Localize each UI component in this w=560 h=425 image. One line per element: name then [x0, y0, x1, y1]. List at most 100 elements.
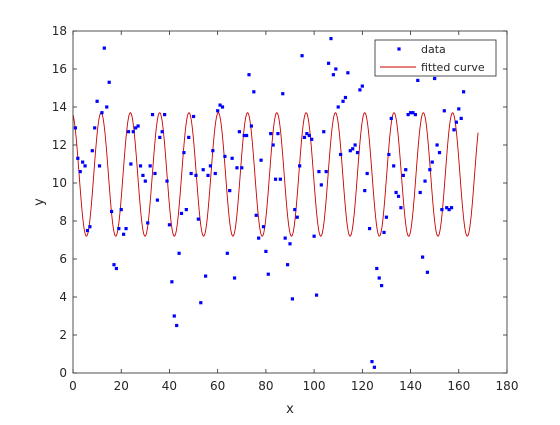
- data-point: [360, 84, 364, 88]
- data-point: [389, 116, 393, 120]
- data-point: [276, 132, 280, 136]
- data-point: [97, 164, 102, 168]
- data-point: [93, 126, 97, 130]
- data-point: [307, 133, 311, 138]
- data-point: [452, 128, 456, 132]
- y-tick-label: 4: [59, 290, 67, 304]
- data-point: [351, 147, 355, 151]
- data-point: [428, 168, 432, 172]
- data-point: [247, 73, 251, 77]
- data-point: [331, 73, 335, 77]
- data-point: [433, 76, 437, 81]
- data-point: [146, 221, 150, 225]
- data-point: [191, 114, 196, 119]
- data-point: [163, 113, 167, 117]
- data-point: [119, 208, 123, 212]
- data-point: [310, 137, 314, 141]
- data-point: [418, 190, 422, 195]
- data-point: [430, 160, 434, 164]
- data-point: [302, 135, 307, 139]
- data-point: [377, 276, 381, 280]
- data-point: [348, 149, 352, 153]
- data-point: [225, 251, 229, 255]
- data-point: [175, 323, 179, 328]
- data-point: [228, 189, 232, 193]
- data-point: [240, 166, 244, 170]
- data-point: [124, 227, 128, 231]
- data-point: [177, 251, 181, 255]
- data-point: [201, 168, 205, 172]
- data-point: [112, 263, 116, 267]
- data-point: [425, 270, 430, 274]
- y-tick-label: 0: [59, 366, 67, 380]
- data-point: [413, 113, 417, 117]
- x-tick-label: 140: [399, 379, 422, 393]
- data-point: [90, 149, 94, 153]
- data-point: [346, 71, 350, 75]
- data-point: [319, 183, 323, 187]
- data-point: [384, 215, 389, 219]
- data-point: [442, 109, 446, 113]
- data-point: [218, 103, 222, 107]
- data-point: [216, 109, 220, 113]
- data-point: [150, 113, 155, 117]
- data-point: [273, 177, 278, 181]
- data-point: [454, 120, 458, 124]
- data-point: [293, 208, 297, 212]
- data-point: [365, 171, 369, 176]
- data-point: [367, 227, 372, 231]
- data-point: [105, 105, 109, 109]
- data-point: [184, 208, 188, 212]
- data-point: [235, 166, 239, 170]
- data-point: [143, 179, 147, 183]
- data-point: [300, 54, 304, 58]
- data-point: [199, 301, 203, 305]
- data-point: [129, 162, 133, 166]
- data-point: [421, 255, 425, 259]
- data-point: [322, 130, 326, 134]
- y-tick-label: 8: [59, 214, 67, 228]
- fitted-curve-line: [72, 112, 479, 237]
- data-point: [81, 160, 85, 164]
- data-point: [353, 143, 357, 147]
- data-point: [208, 164, 213, 168]
- data-point: [76, 156, 80, 160]
- plot-area: [73, 31, 507, 373]
- data-point: [411, 111, 415, 115]
- axes-box: [72, 30, 508, 374]
- data-point: [131, 130, 135, 134]
- data-point: [399, 206, 403, 210]
- series-layer: [72, 37, 479, 369]
- data-point: [370, 360, 374, 364]
- data-point: [122, 232, 126, 236]
- data-point: [138, 164, 143, 168]
- x-tick-label: 60: [210, 379, 225, 393]
- data-point: [257, 236, 261, 240]
- data-point: [189, 171, 193, 176]
- data-point: [259, 158, 263, 162]
- data-point: [170, 280, 174, 284]
- data-point: [187, 135, 191, 139]
- y-tick-label: 12: [52, 138, 67, 152]
- data-point: [232, 276, 237, 280]
- data-point: [326, 61, 331, 65]
- data-point: [242, 133, 246, 138]
- data-point: [223, 154, 227, 158]
- data-point: [271, 143, 275, 147]
- data-point: [358, 88, 362, 92]
- data-point: [220, 105, 225, 109]
- x-tick-label: 180: [496, 379, 519, 393]
- data-point: [194, 173, 198, 177]
- data-point: [109, 209, 114, 214]
- data-point: [155, 198, 159, 202]
- x-tick-label: 20: [114, 379, 129, 393]
- data-point: [375, 266, 379, 271]
- data-point: [269, 132, 273, 136]
- data-point: [95, 99, 99, 103]
- data-point: [204, 274, 208, 278]
- y-tick-label: 2: [59, 328, 67, 342]
- data-point: [83, 164, 87, 168]
- x-tick-label: 80: [258, 379, 273, 393]
- legend-label-data: data: [421, 43, 446, 56]
